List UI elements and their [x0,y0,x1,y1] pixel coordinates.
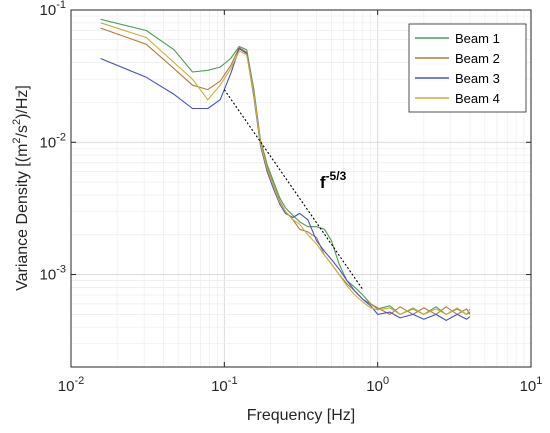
reference-slope-line [223,89,364,290]
slope-annotation: f-5/3 [320,169,347,192]
series-line-beam-3 [100,48,471,321]
legend-label-beam-3: Beam 3 [455,71,500,86]
series-lines [100,18,471,321]
x-tick-label: 10-1 [211,375,237,395]
y-tick-label: 10-3 [40,264,66,284]
legend-label-beam-1: Beam 1 [455,31,500,46]
x-tick-label: 101 [520,375,543,395]
y-axis-label: Variance Density [(m2/s2)/Hz] [11,85,31,291]
series-line-beam-2 [100,27,471,315]
x-tick-label: 10-2 [58,375,84,395]
axis-ticks: 10-2 10-1 100 101 10-3 10-2 10-1 [40,0,543,395]
series-line-beam-1 [100,18,471,315]
legend-label-beam-2: Beam 2 [455,51,500,66]
y-tick-label: 10-1 [40,0,66,19]
x-axis-label: Frequency [Hz] [247,407,355,424]
legend-label-beam-4: Beam 4 [455,91,500,106]
series-line-beam-4 [100,22,471,315]
plot-frame [70,9,532,368]
legend: Beam 1 Beam 2 Beam 3 Beam 4 [408,23,527,113]
y-tick-label: 10-2 [40,131,66,151]
x-tick-label: 100 [366,375,389,395]
reference-slope [223,89,364,290]
